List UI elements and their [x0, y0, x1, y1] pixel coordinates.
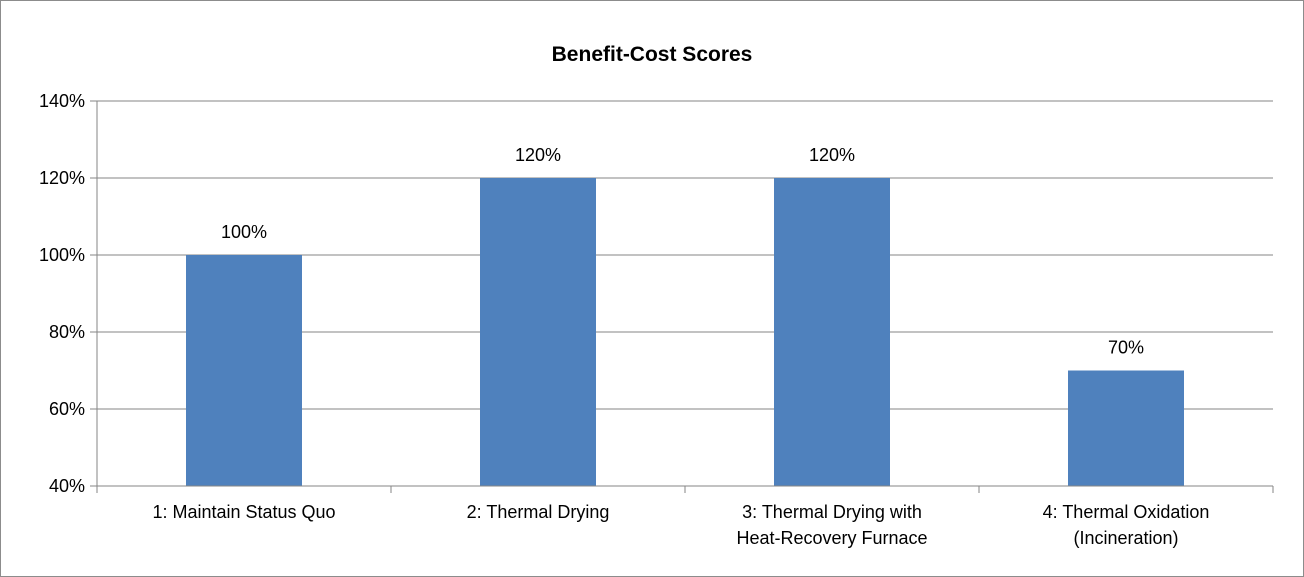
- data-label: 120%: [809, 145, 855, 165]
- y-tick-label: 60%: [49, 399, 85, 419]
- bar: [1068, 370, 1184, 486]
- bar: [480, 178, 596, 486]
- y-tick-label: 120%: [39, 168, 85, 188]
- bar: [774, 178, 890, 486]
- y-tick-label: 140%: [39, 91, 85, 111]
- category-label: 3: Thermal Drying with Heat-Recovery Furn…: [736, 502, 927, 548]
- y-tick-label: 40%: [49, 476, 85, 496]
- data-label: 100%: [221, 222, 267, 242]
- category-label: 2: Thermal Drying: [467, 502, 610, 522]
- labels: 40% 60% 80% 100% 120% 140% 100% 1: Maintain Sta…: [39, 91, 1209, 548]
- bars: [186, 178, 1184, 486]
- axes: [90, 100, 1274, 493]
- category-label: 1: Maintain Status Quo: [152, 502, 335, 522]
- category-label: 4: Thermal Oxidation (Incineration): [1043, 502, 1210, 548]
- chart-title: Benefit-Cost Scores: [552, 43, 753, 66]
- bar: [186, 255, 302, 486]
- data-label: 70%: [1108, 338, 1144, 358]
- data-label: 120%: [515, 145, 561, 165]
- y-tick-label: 100%: [39, 245, 85, 265]
- y-tick-label: 80%: [49, 322, 85, 342]
